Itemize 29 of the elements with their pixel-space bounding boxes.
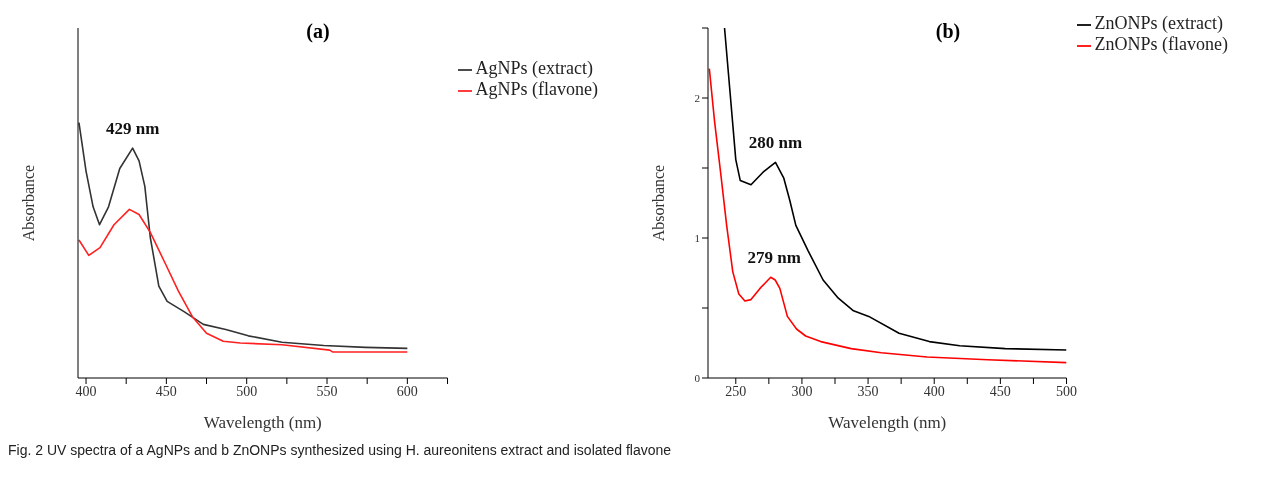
- x-axis-title: Wavelength (nm): [203, 413, 322, 432]
- legend-label: ZnONPs (extract): [1094, 13, 1223, 33]
- x-tick-label: 550: [316, 383, 338, 399]
- caption: Fig. 2 UV spectra of a AgNPs and b ZnONPs synthesized using H. aureonitens extract and isolated flavone: [8, 442, 673, 458]
- y-axis-title: Absorbance: [649, 164, 667, 242]
- x-tick-label: 400: [923, 383, 945, 399]
- x-tick-label: 300: [791, 383, 813, 399]
- y-tick-label: 1: [694, 231, 700, 244]
- x-tick-label: 450: [989, 383, 1011, 399]
- annotation: 429 nm: [105, 119, 160, 139]
- x-tick-label: 350: [857, 383, 879, 399]
- line-series: [708, 67, 1067, 364]
- x-tick-label: 500: [236, 383, 258, 399]
- y-axis-title: Absorbance: [19, 164, 37, 242]
- x-tick-label: 400: [75, 383, 97, 399]
- legend-label: AgNPs (extract): [475, 58, 593, 78]
- x-tick-label: 450: [155, 383, 177, 399]
- legend-label: ZnONPs (flavone): [1094, 34, 1228, 54]
- x-tick-label: 600: [396, 383, 418, 399]
- chart-title: (b): [935, 20, 961, 42]
- annotation: 279 nm: [747, 248, 801, 268]
- chart-title: (a): [305, 20, 331, 43]
- y-tick-label: 2: [694, 91, 700, 104]
- x-tick-label: 500: [1056, 383, 1078, 399]
- x-axis-title: Wavelength (nm): [828, 413, 947, 432]
- x-tick-label: 250: [725, 383, 747, 399]
- annotation: 280 nm: [748, 133, 803, 153]
- legend-label: AgNPs (flavone): [475, 79, 598, 99]
- y-tick-label: 0: [694, 371, 701, 384]
